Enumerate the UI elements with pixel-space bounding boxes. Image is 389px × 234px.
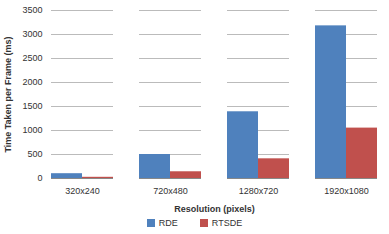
svg-text:0: 0 bbox=[37, 173, 42, 183]
svg-text:1280x720: 1280x720 bbox=[239, 186, 279, 196]
svg-text:320x240: 320x240 bbox=[65, 186, 100, 196]
svg-text:2500: 2500 bbox=[22, 53, 42, 63]
svg-text:500: 500 bbox=[27, 149, 42, 159]
svg-text:3000: 3000 bbox=[22, 29, 42, 39]
html-text:RDE: RDE bbox=[158, 218, 178, 228]
svg-text:Resolution (pixels): Resolution (pixels) bbox=[174, 204, 255, 214]
svg-text:720x480: 720x480 bbox=[153, 186, 188, 196]
html-text:RTSDE: RTSDE bbox=[211, 218, 243, 228]
svg-text:1920x1080: 1920x1080 bbox=[324, 186, 369, 196]
svg-text:Time Taken per Frame (ms): Time Taken per Frame (ms) bbox=[3, 36, 13, 152]
svg-text:1000: 1000 bbox=[22, 125, 42, 135]
svg-text:2000: 2000 bbox=[22, 77, 42, 87]
svg-text:3500: 3500 bbox=[22, 5, 42, 15]
svg-text:1500: 1500 bbox=[22, 101, 42, 111]
